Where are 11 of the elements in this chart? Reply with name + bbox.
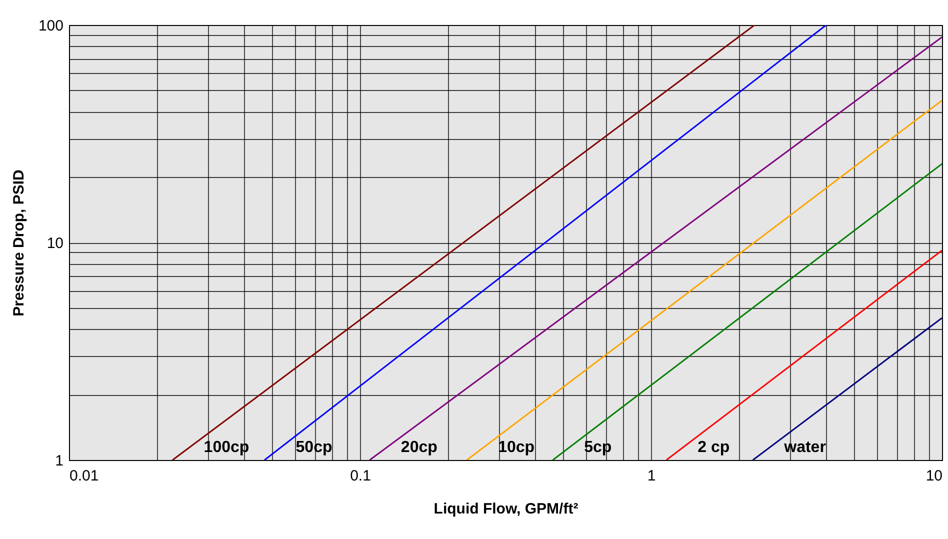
series-label: 20cp (400, 438, 438, 456)
x-tick-label: 0.1 (350, 468, 371, 484)
x-tick-label: 10 (926, 468, 942, 484)
y-axis-title: Pressure Drop, PSID (10, 169, 28, 316)
y-tick-label: 1 (55, 452, 64, 470)
y-tick-label: 10 (46, 235, 64, 252)
x-axis-title: Liquid Flow, GPM/ft² (434, 500, 578, 518)
y-tick-label: 100 (38, 18, 64, 34)
series-label: 2 cp (698, 438, 730, 456)
x-tick-label: 1 (647, 468, 656, 484)
x-tick-label: 0.01 (70, 468, 99, 484)
